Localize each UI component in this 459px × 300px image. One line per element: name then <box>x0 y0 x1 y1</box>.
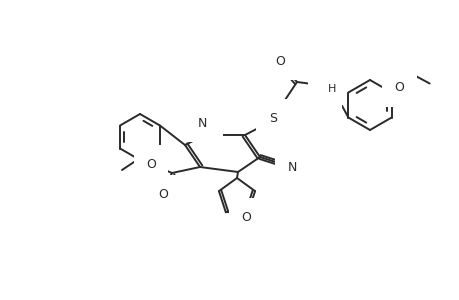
Text: S: S <box>269 112 276 124</box>
Text: N: N <box>319 82 329 95</box>
Text: H: H <box>327 84 336 94</box>
Text: O: O <box>394 81 404 94</box>
Text: H: H <box>203 118 212 128</box>
Text: O: O <box>146 158 156 170</box>
Text: O: O <box>241 211 251 224</box>
Text: O: O <box>274 55 284 68</box>
Text: N: N <box>197 116 206 130</box>
Text: O: O <box>158 188 168 200</box>
Text: N: N <box>287 160 296 173</box>
